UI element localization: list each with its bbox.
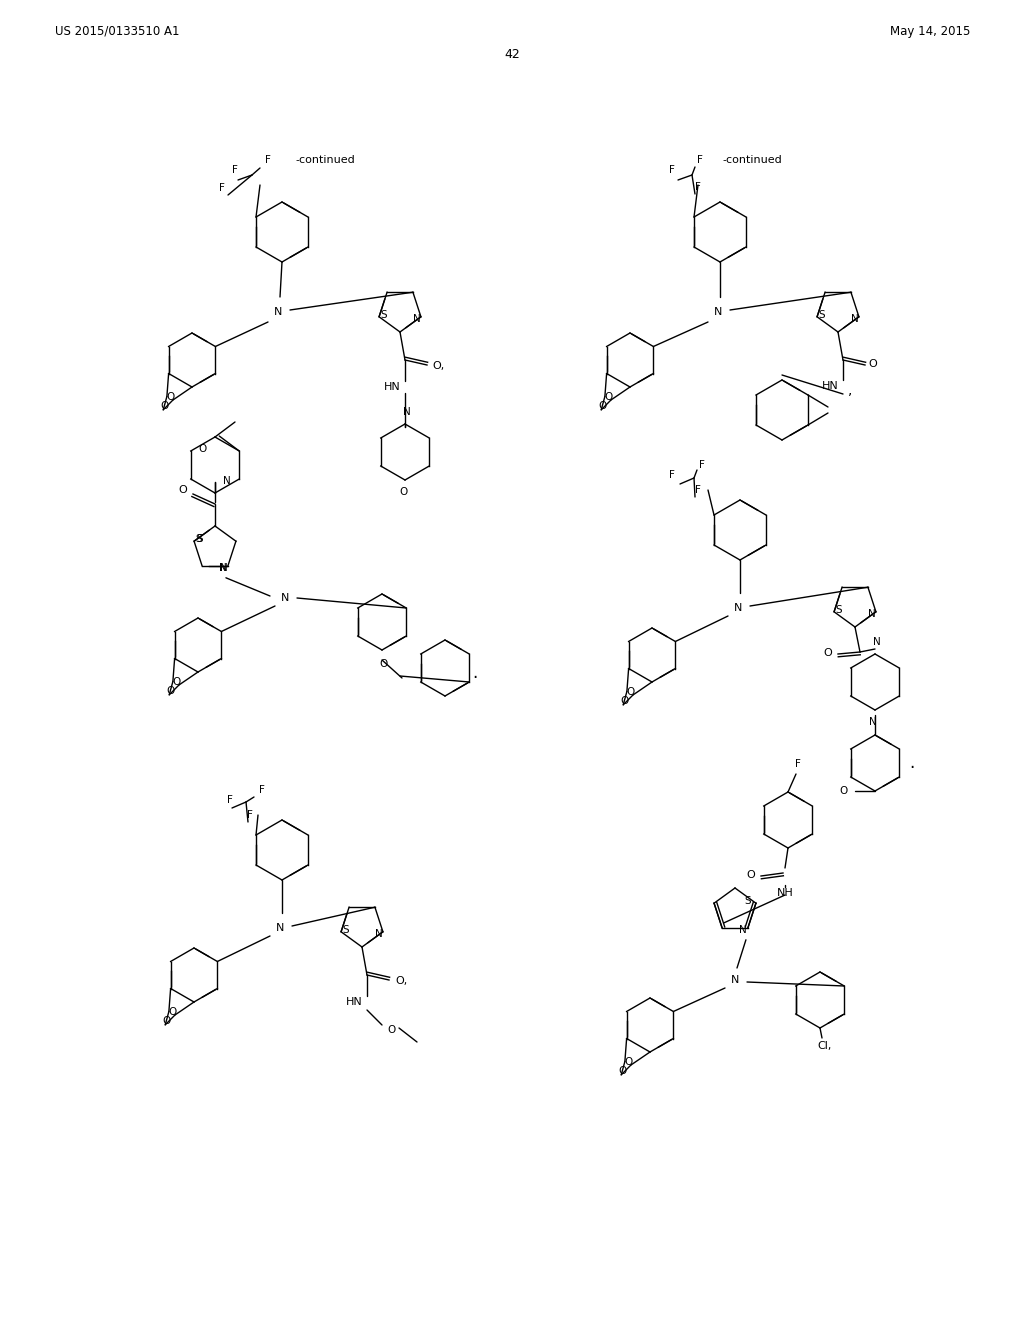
Text: F: F [247,810,253,820]
Text: S: S [381,310,387,319]
Text: O: O [167,392,175,403]
Text: HN: HN [384,381,400,392]
Text: S: S [197,535,204,544]
Text: N: N [739,925,746,935]
Text: O: O [167,686,175,696]
Text: N: N [219,562,226,573]
Text: F: F [669,470,675,480]
Text: O: O [621,696,629,706]
Text: ,: , [848,383,852,397]
Text: May 14, 2015: May 14, 2015 [890,25,970,38]
Text: O: O [839,785,847,796]
Text: O: O [605,392,613,403]
Text: F: F [227,795,232,805]
Text: F: F [695,182,701,191]
Text: .: . [472,664,477,682]
Text: 42: 42 [504,48,520,61]
Text: HN: HN [821,381,839,391]
Text: O,: O, [395,975,408,986]
Text: O: O [380,659,388,669]
Text: S: S [196,535,203,544]
Text: O: O [823,648,833,657]
Text: S: S [343,925,349,935]
Text: O: O [399,487,408,498]
Text: O: O [199,444,207,454]
Text: N: N [851,314,859,323]
Text: O: O [625,1057,633,1068]
Text: US 2015/0133510 A1: US 2015/0133510 A1 [55,25,179,38]
Text: N: N [275,923,285,933]
Text: F: F [699,459,705,470]
Text: O: O [387,1026,395,1035]
Text: N: N [734,603,742,612]
Text: O: O [599,401,607,411]
Text: O: O [173,677,181,688]
Text: N: N [375,929,383,939]
Text: O: O [161,401,169,411]
Text: O: O [618,1067,627,1076]
Text: -continued: -continued [722,154,781,165]
Text: N: N [731,975,739,985]
Text: .: . [909,754,914,772]
Text: S: S [836,605,843,615]
Text: O: O [868,359,878,370]
Text: F: F [695,484,701,495]
Text: N: N [273,308,283,317]
Text: F: F [265,154,271,165]
Text: F: F [697,154,702,165]
Text: N: N [413,314,421,323]
Text: O: O [163,1016,171,1026]
Text: F: F [795,759,801,770]
Text: N: N [873,638,881,647]
Text: F: F [219,183,225,193]
Text: S: S [819,310,825,319]
Text: N: N [220,562,227,573]
Text: O: O [178,484,187,495]
Text: S: S [744,896,752,907]
Text: N: N [868,609,876,619]
Text: O: O [746,870,756,880]
Text: N: N [223,477,231,486]
Text: N: N [281,593,289,603]
Text: -continued: -continued [295,154,354,165]
Text: O: O [627,688,635,697]
Text: F: F [259,785,265,795]
Text: N: N [869,717,877,727]
Text: N: N [714,308,722,317]
Text: O,: O, [433,360,445,371]
Text: Cl,: Cl, [818,1041,833,1051]
Text: HN: HN [346,997,362,1007]
Text: F: F [232,165,238,176]
Text: N: N [403,407,411,417]
Text: NH: NH [776,888,794,898]
Text: O: O [169,1007,177,1018]
Text: F: F [669,165,675,176]
